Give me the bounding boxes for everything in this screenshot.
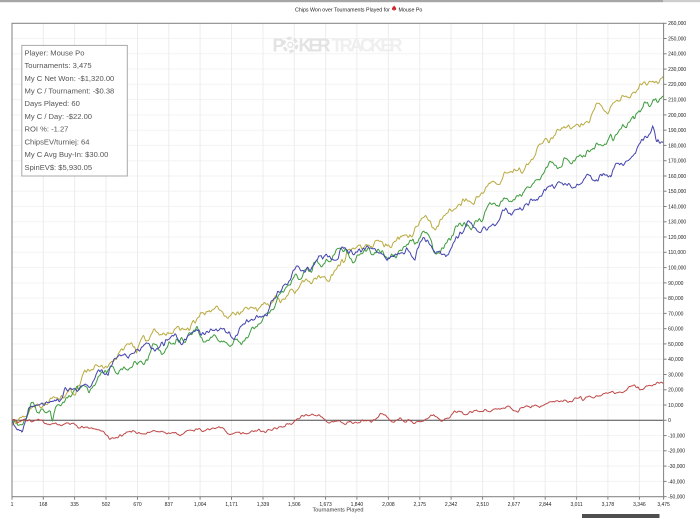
svg-text:My C Net Won: -$1,320.00: My C Net Won: -$1,320.00 bbox=[25, 74, 115, 83]
svg-text:120,000: 120,000 bbox=[668, 235, 686, 241]
svg-text:30,000: 30,000 bbox=[668, 372, 684, 378]
svg-text:2,677: 2,677 bbox=[508, 502, 521, 508]
svg-text:TRACKER: TRACKER bbox=[332, 35, 403, 55]
svg-text:130,000: 130,000 bbox=[668, 220, 686, 226]
svg-text:1,171: 1,171 bbox=[225, 502, 238, 508]
svg-text:60,000: 60,000 bbox=[668, 327, 684, 333]
svg-text:837: 837 bbox=[165, 502, 174, 508]
svg-text:1,673: 1,673 bbox=[319, 502, 332, 508]
svg-text:2,342: 2,342 bbox=[445, 502, 458, 508]
svg-text:2,175: 2,175 bbox=[414, 502, 427, 508]
svg-text:-20,000: -20,000 bbox=[668, 449, 685, 455]
svg-text:260,000: 260,000 bbox=[668, 21, 686, 27]
svg-text:140,000: 140,000 bbox=[668, 204, 686, 210]
svg-text:SpinEV$: $5,930.05: SpinEV$: $5,930.05 bbox=[25, 163, 93, 172]
svg-text:2,510: 2,510 bbox=[476, 502, 489, 508]
svg-text:0: 0 bbox=[668, 418, 671, 424]
svg-text:80,000: 80,000 bbox=[668, 296, 684, 302]
svg-text:10,000: 10,000 bbox=[668, 403, 684, 409]
svg-text:3,178: 3,178 bbox=[602, 502, 615, 508]
svg-text:100,000: 100,000 bbox=[668, 266, 686, 272]
svg-text:Mouse Po: Mouse Po bbox=[399, 8, 423, 14]
svg-text:40,000: 40,000 bbox=[668, 357, 684, 363]
svg-text:ROI %: -1.27: ROI %: -1.27 bbox=[25, 125, 69, 134]
svg-text:50,000: 50,000 bbox=[668, 342, 684, 348]
svg-text:ChipsEV/turniej: 64: ChipsEV/turniej: 64 bbox=[25, 137, 90, 146]
svg-text:230,000: 230,000 bbox=[668, 67, 686, 73]
svg-text:335: 335 bbox=[70, 502, 79, 508]
svg-text:200,000: 200,000 bbox=[668, 113, 686, 119]
svg-text:2,844: 2,844 bbox=[539, 502, 552, 508]
svg-text:-10,000: -10,000 bbox=[668, 434, 685, 440]
svg-text:180,000: 180,000 bbox=[668, 143, 686, 149]
svg-text:1: 1 bbox=[11, 502, 14, 508]
svg-text:1,840: 1,840 bbox=[351, 502, 364, 508]
svg-text:20,000: 20,000 bbox=[668, 388, 684, 394]
svg-text:My C Avg Buy-In: $30.00: My C Avg Buy-In: $30.00 bbox=[25, 150, 109, 159]
svg-text:70,000: 70,000 bbox=[668, 311, 684, 317]
svg-text:-40,000: -40,000 bbox=[668, 479, 685, 485]
svg-text:168: 168 bbox=[39, 502, 48, 508]
svg-text:KER: KER bbox=[299, 35, 331, 55]
svg-text:Tournaments: 3,475: Tournaments: 3,475 bbox=[25, 61, 92, 70]
svg-text:190,000: 190,000 bbox=[668, 128, 686, 134]
svg-text:Chips Won over Tournaments Pla: Chips Won over Tournaments Played for bbox=[295, 8, 390, 14]
svg-text:1,339: 1,339 bbox=[257, 502, 270, 508]
svg-text:170,000: 170,000 bbox=[668, 159, 686, 165]
svg-text:3,346: 3,346 bbox=[633, 502, 646, 508]
svg-text:1,004: 1,004 bbox=[194, 502, 207, 508]
svg-text:P: P bbox=[273, 35, 285, 55]
svg-text:110,000: 110,000 bbox=[668, 250, 686, 256]
svg-text:210,000: 210,000 bbox=[668, 98, 686, 104]
svg-text:670: 670 bbox=[133, 502, 142, 508]
svg-text:Tournaments Played: Tournaments Played bbox=[313, 508, 364, 514]
svg-text:-50,000: -50,000 bbox=[668, 495, 685, 501]
svg-text:Player: Mouse Po: Player: Mouse Po bbox=[25, 48, 85, 57]
svg-text:My C / Tournament: -$0.38: My C / Tournament: -$0.38 bbox=[25, 87, 115, 96]
svg-text:3,475: 3,475 bbox=[657, 502, 670, 508]
svg-text:90,000: 90,000 bbox=[668, 281, 684, 287]
svg-text:1,506: 1,506 bbox=[288, 502, 301, 508]
svg-text:502: 502 bbox=[102, 502, 111, 508]
svg-text:150,000: 150,000 bbox=[668, 189, 686, 195]
svg-text:160,000: 160,000 bbox=[668, 174, 686, 180]
svg-text:-30,000: -30,000 bbox=[668, 464, 685, 470]
svg-text:Days Played: 60: Days Played: 60 bbox=[25, 99, 80, 108]
svg-text:My C / Day: -$22.00: My C / Day: -$22.00 bbox=[25, 112, 93, 121]
svg-text:240,000: 240,000 bbox=[668, 52, 686, 58]
svg-text:2,008: 2,008 bbox=[382, 502, 395, 508]
svg-text:3,011: 3,011 bbox=[571, 502, 583, 508]
svg-text:250,000: 250,000 bbox=[668, 36, 686, 42]
svg-text:220,000: 220,000 bbox=[668, 82, 686, 88]
